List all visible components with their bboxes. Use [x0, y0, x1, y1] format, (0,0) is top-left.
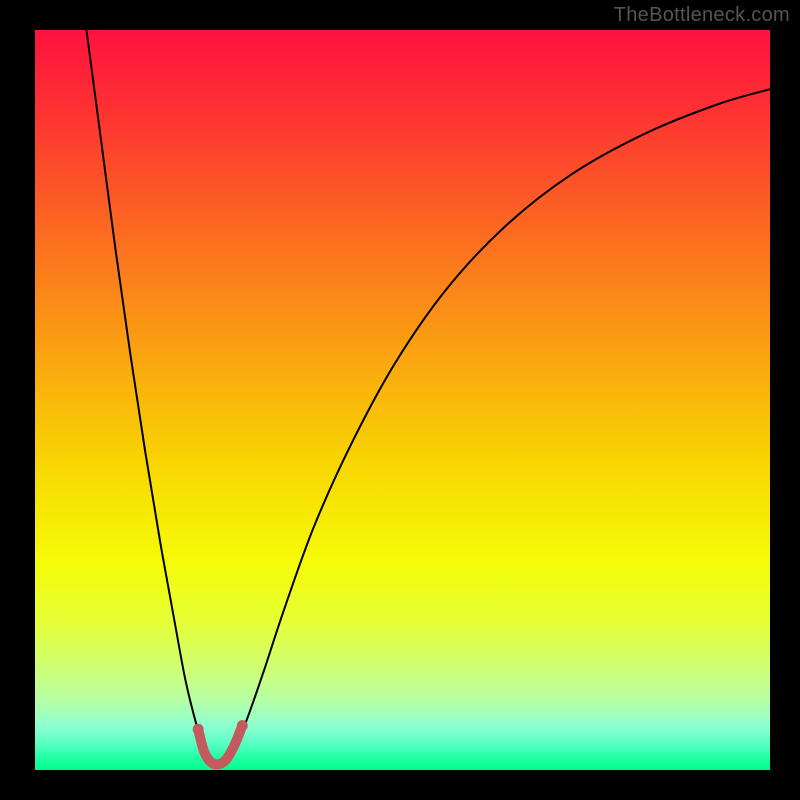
plot-area	[35, 30, 770, 770]
chart-stage: TheBottleneck.com	[0, 0, 800, 800]
attribution-text: TheBottleneck.com	[614, 4, 790, 27]
